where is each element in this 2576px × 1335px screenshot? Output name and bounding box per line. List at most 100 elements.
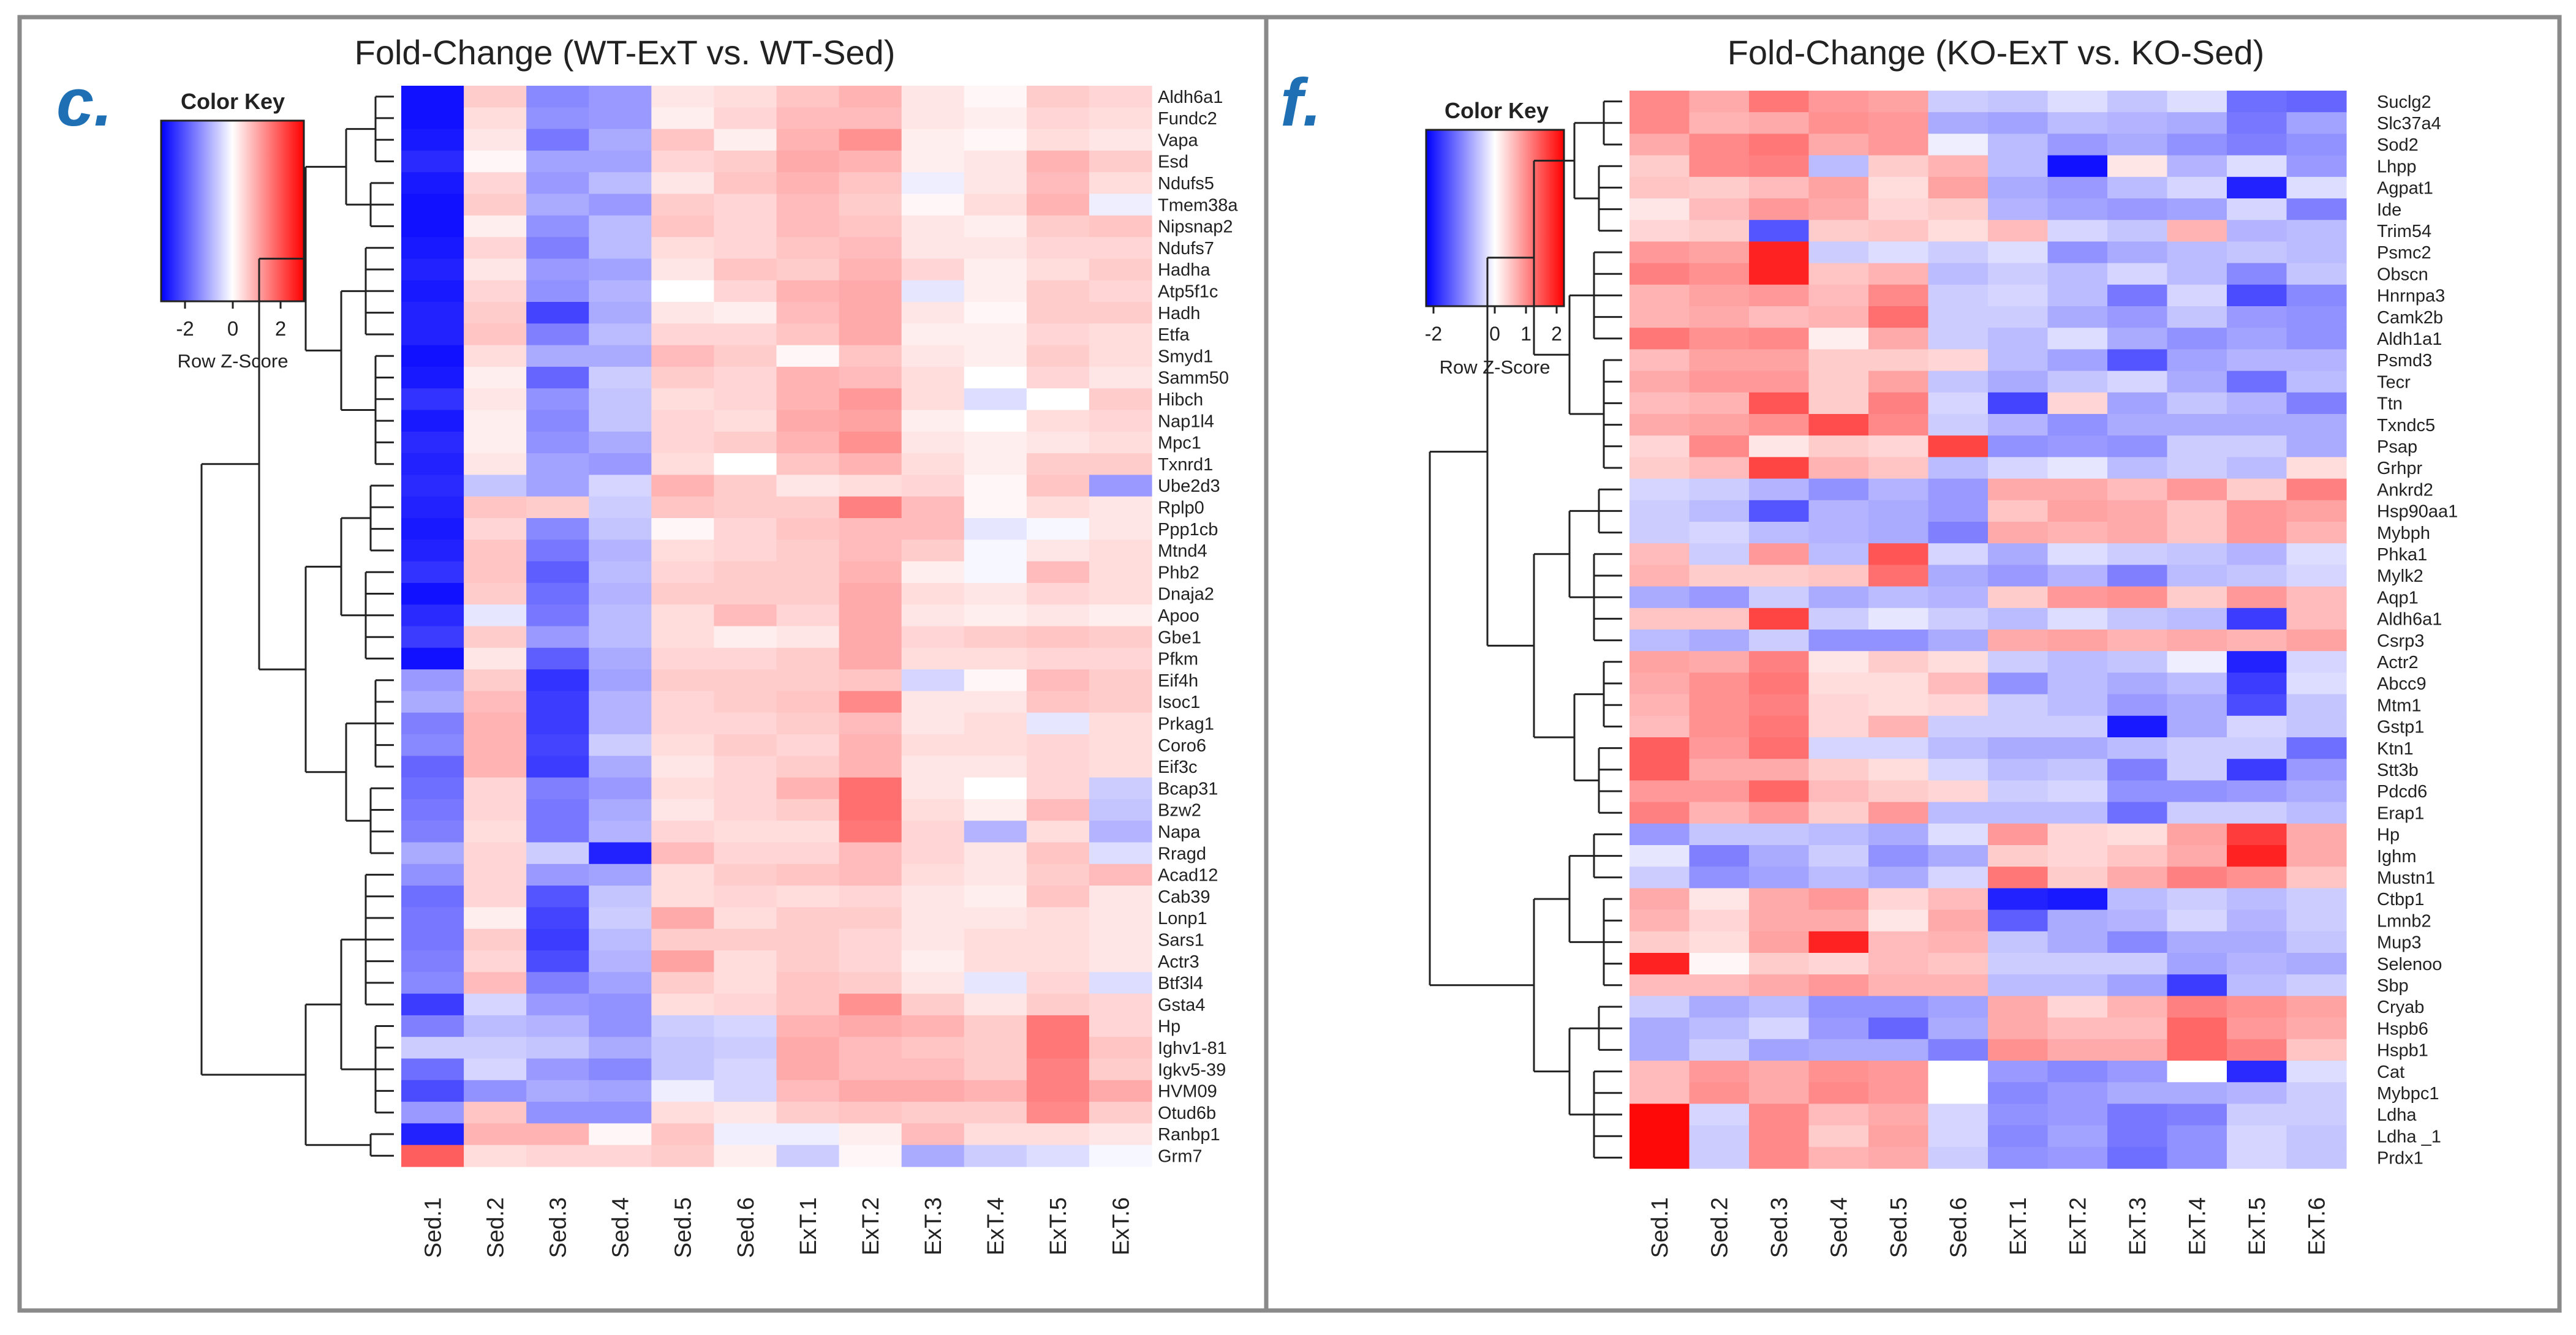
heatmap-cell — [1630, 586, 1690, 609]
heatmap-cell — [839, 129, 902, 151]
heatmap-cell — [1988, 176, 2049, 199]
heatmap-cell — [464, 863, 527, 886]
heatmap-cell — [2227, 1104, 2287, 1126]
heatmap-cell — [1928, 263, 1989, 285]
heatmap-cell — [2047, 1039, 2108, 1061]
heatmap-cell — [1089, 194, 1152, 216]
heatmap-cell — [1988, 802, 2049, 824]
heatmap-cell — [2286, 823, 2347, 846]
heatmap-cell — [464, 712, 527, 735]
heatmap-cell — [2107, 1039, 2168, 1061]
heatmap-cell — [1928, 328, 1989, 350]
heatmap-cell — [714, 1080, 777, 1102]
heatmap-cell — [589, 907, 652, 930]
heatmap-cell — [1089, 150, 1152, 173]
heatmap-cell — [1089, 453, 1152, 475]
heatmap-cell — [901, 215, 965, 238]
row-label: Mtnd4 — [1158, 541, 1207, 561]
color-key-tick-label: 2 — [1551, 323, 1562, 345]
panel-c-color-key: Color Key -2 0 2 Row Z-Score — [160, 89, 305, 372]
heatmap-cell — [1988, 694, 2049, 716]
heatmap-cell — [1689, 457, 1750, 479]
heatmap-cell — [2167, 823, 2227, 846]
heatmap-cell — [1089, 1102, 1152, 1124]
row-label: Rplp0 — [1158, 498, 1204, 518]
heatmap-cell — [2286, 478, 2347, 501]
heatmap-cell — [2227, 91, 2287, 113]
dendrogram-branch — [374, 679, 394, 768]
heatmap-cell — [1630, 845, 1690, 867]
heatmap-cell — [1630, 672, 1690, 695]
heatmap-cell — [1689, 715, 1750, 738]
heatmap-cell — [1928, 1104, 1989, 1126]
heatmap-cell — [1988, 888, 2049, 911]
row-label: Prdx1 — [2377, 1149, 2423, 1168]
heatmap-cell — [2047, 1146, 2108, 1169]
heatmap-cell — [1089, 86, 1152, 108]
heatmap-cell — [464, 518, 527, 540]
heatmap-cell — [714, 150, 777, 173]
heatmap-cell — [1928, 392, 1989, 415]
heatmap-cell — [1749, 543, 1810, 565]
heatmap-cell — [1630, 91, 1690, 113]
heatmap-cell — [1868, 845, 1929, 867]
heatmap-cell — [589, 582, 652, 605]
heatmap-cell — [964, 258, 1027, 281]
dendrogram-branch — [374, 96, 394, 162]
heatmap-cell — [1988, 931, 2049, 953]
heatmap-cell — [2286, 845, 2347, 867]
heatmap-cell — [839, 950, 902, 972]
heatmap-cell — [1630, 220, 1690, 242]
heatmap-cell — [464, 950, 527, 972]
heatmap-cell — [401, 388, 464, 411]
heatmap-cell — [1868, 241, 1929, 264]
dendrogram-branch — [1533, 553, 1574, 739]
heatmap-cell — [526, 863, 589, 886]
column-label: Sed.6 — [1946, 1197, 1972, 1258]
heatmap-cell — [1868, 672, 1929, 695]
heatmap-cell — [2107, 263, 2168, 285]
heatmap-cell — [964, 886, 1027, 908]
heatmap-cell — [1630, 953, 1690, 975]
heatmap-cell — [1689, 586, 1750, 609]
heatmap-cell — [2167, 155, 2227, 178]
heatmap-cell — [2227, 867, 2287, 889]
heatmap-cell — [964, 345, 1027, 367]
heatmap-cell — [2286, 780, 2347, 803]
heatmap-cell — [1988, 953, 2049, 975]
heatmap-cell — [1089, 950, 1152, 972]
heatmap-cell — [714, 194, 777, 216]
heatmap-cell — [1089, 799, 1152, 821]
heatmap-cell — [464, 604, 527, 627]
heatmap-cell — [1928, 1039, 1989, 1061]
heatmap-cell — [1089, 777, 1152, 800]
row-label: Cryab — [2377, 998, 2424, 1017]
heatmap-cell — [1749, 478, 1810, 501]
heatmap-cell — [964, 734, 1027, 756]
heatmap-cell — [2286, 953, 2347, 975]
heatmap-cell — [1928, 176, 1989, 199]
heatmap-cell — [1868, 823, 1929, 846]
heatmap-cell — [589, 993, 652, 1016]
heatmap-cell — [464, 129, 527, 151]
heatmap-cell — [2047, 845, 2108, 867]
heatmap-cell — [964, 777, 1027, 800]
heatmap-cell — [1868, 328, 1929, 350]
heatmap-cell — [1026, 972, 1090, 995]
heatmap-cell — [901, 1058, 965, 1081]
heatmap-cell — [1988, 1082, 2049, 1104]
heatmap-cell — [901, 172, 965, 195]
heatmap-cell — [2286, 392, 2347, 415]
heatmap-cell — [2107, 888, 2168, 911]
heatmap-cell — [2167, 780, 2227, 803]
heatmap-cell — [526, 496, 589, 519]
heatmap-cell — [2107, 651, 2168, 673]
heatmap-cell — [839, 842, 902, 865]
dendrogram-branch — [364, 571, 394, 660]
heatmap-cell — [2047, 435, 2108, 457]
heatmap-cell — [1868, 737, 1929, 759]
heatmap-cell — [2047, 306, 2108, 328]
heatmap-cell — [651, 691, 715, 713]
row-label: Cab39 — [1158, 887, 1210, 907]
